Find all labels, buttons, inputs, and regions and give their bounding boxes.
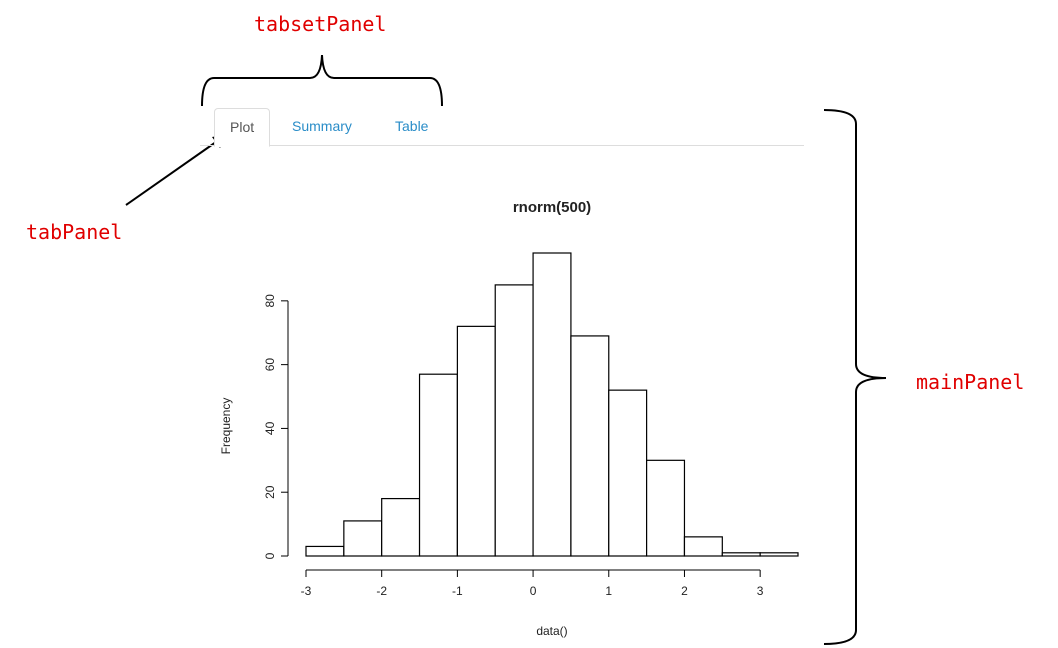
histogram-bar [532, 252, 572, 557]
y-tick-label: 40 [263, 421, 277, 435]
mainpanel-brace [823, 109, 887, 645]
tabset-panel: Plot Summary Table [200, 108, 804, 147]
y-axis-label: Frequency [219, 398, 233, 455]
tab-summary[interactable]: Summary [292, 118, 352, 134]
tabpanel-annotation: tabPanel [26, 220, 123, 244]
y-tick-label: 20 [263, 485, 277, 499]
tabset-brace [201, 54, 443, 107]
x-tick-label: 1 [605, 584, 612, 598]
x-tick-label: 0 [530, 584, 537, 598]
x-tick-label: -1 [452, 584, 463, 598]
x-tick-label: 2 [681, 584, 688, 598]
y-tick-label: 0 [263, 552, 277, 559]
histogram-bar [683, 536, 723, 557]
histogram-bar [608, 389, 648, 557]
x-tick-label: -2 [376, 584, 387, 598]
histogram-bar [721, 552, 761, 557]
x-axis: -3 -2 -1 0 1 2 3 [301, 569, 764, 598]
chart-title: rnorm(500) [513, 199, 591, 216]
y-tick-label: 80 [263, 294, 277, 308]
histogram-bar [494, 284, 534, 557]
histogram-plot: rnorm(500) 0 20 40 60 80 -3 -2 -1 0 1 2 3 Frequenc… [219, 199, 799, 638]
histogram-bar [759, 552, 799, 557]
histogram-bar [646, 459, 686, 557]
x-axis-label: data() [536, 624, 567, 638]
x-tick-label: 3 [757, 584, 764, 598]
y-axis: 0 20 40 60 80 [263, 294, 289, 559]
y-tick-label: 60 [263, 358, 277, 372]
histogram-bar [456, 325, 496, 557]
histogram-bar [343, 520, 383, 557]
histogram-bar [570, 335, 610, 557]
mainpanel-annotation: mainPanel [916, 370, 1025, 394]
histogram-bars [305, 252, 799, 557]
histogram-bar [305, 545, 345, 557]
histogram-bar [381, 497, 421, 557]
tabsetpanel-annotation: tabsetPanel [254, 12, 387, 36]
tab-plot[interactable]: Plot [214, 108, 271, 147]
tab-table[interactable]: Table [395, 118, 429, 134]
x-tick-label: -3 [301, 584, 312, 598]
histogram-bar [418, 373, 458, 557]
